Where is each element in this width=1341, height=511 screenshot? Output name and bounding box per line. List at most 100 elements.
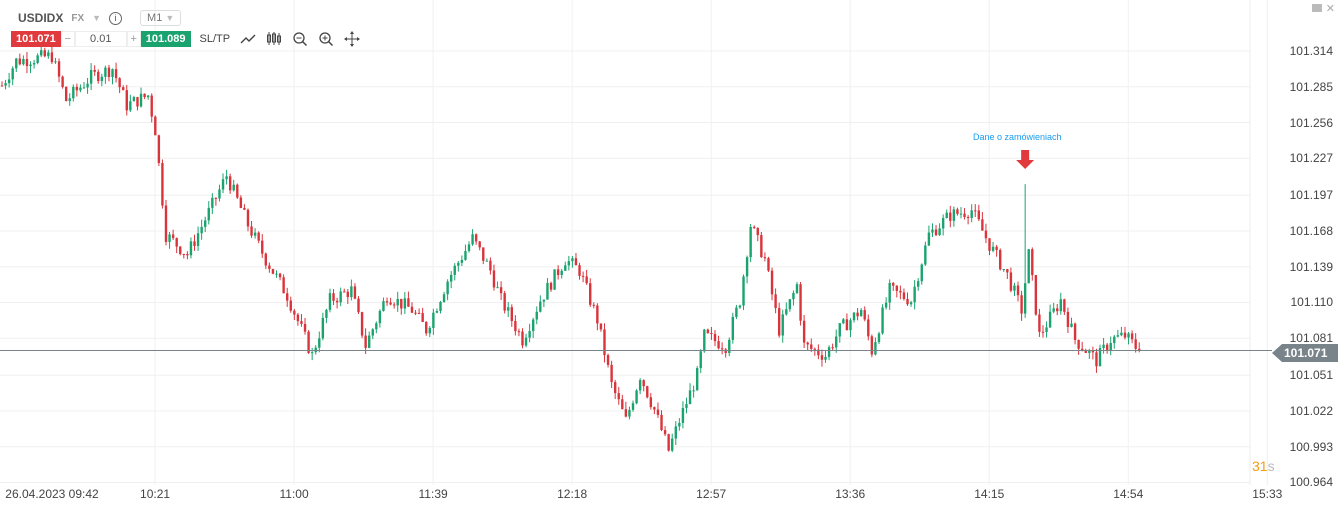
minimize-icon[interactable] <box>1311 4 1322 12</box>
candle-body <box>214 197 218 199</box>
event-annotation[interactable]: Dane o zamówieniach <box>973 132 1062 142</box>
candle-body <box>154 116 157 136</box>
candle-body <box>339 291 342 303</box>
candle-body <box>296 314 300 322</box>
candle-body <box>378 310 382 324</box>
candle-body <box>624 409 628 417</box>
candle-body <box>1116 335 1120 337</box>
increase-quantity-button[interactable]: + <box>126 31 141 47</box>
candle-body <box>243 207 246 210</box>
y-tick-label: 101.081 <box>1289 331 1333 346</box>
candle-body <box>671 438 674 451</box>
y-tick-label: 101.051 <box>1289 368 1333 383</box>
candle-body <box>36 55 39 63</box>
candle-body <box>1063 299 1066 312</box>
candle-body <box>717 341 720 349</box>
candle-body <box>68 98 71 102</box>
trade-bar: 101.071 − 0.01 + 101.089 SL/TP <box>11 31 361 47</box>
candle-body <box>856 312 859 317</box>
window-controls: ✕ <box>1311 2 1335 15</box>
candle-body <box>54 61 57 63</box>
candle-body <box>64 86 68 102</box>
candle-body <box>877 333 881 343</box>
candle-body <box>692 390 695 392</box>
candle-body <box>246 209 250 227</box>
candle-body <box>1023 283 1027 314</box>
sltp-button[interactable]: SL/TP <box>199 33 231 45</box>
candle-body <box>507 307 510 311</box>
candle-body <box>706 329 710 333</box>
buy-button[interactable]: 101.089 <box>140 31 191 47</box>
candle-body <box>777 308 781 336</box>
candle-body <box>1034 275 1038 315</box>
candle-body <box>403 298 407 309</box>
candlestick-icon[interactable] <box>266 31 282 47</box>
candle-body <box>1041 331 1045 333</box>
candle-body <box>157 135 161 163</box>
candle-body <box>703 329 706 352</box>
candle-body <box>514 321 517 332</box>
current-price-tag: 101.071 <box>1272 344 1338 362</box>
chevron-down-icon[interactable]: ▼ <box>92 13 102 23</box>
candle-body <box>842 319 845 324</box>
candle-body <box>218 189 221 199</box>
candle-body <box>1045 327 1048 333</box>
candle-body <box>343 291 346 293</box>
candle-body <box>596 305 599 324</box>
candle-body <box>460 259 464 263</box>
info-icon[interactable]: i <box>109 11 123 25</box>
candle-body <box>571 258 574 262</box>
candle-body <box>196 233 200 246</box>
candle-body <box>396 298 399 306</box>
candle-body <box>756 227 759 236</box>
candle-body <box>150 95 153 117</box>
candle-body <box>827 347 831 357</box>
candle-body <box>200 226 203 234</box>
quantity-input[interactable]: 0.01 <box>74 31 127 47</box>
candle-body <box>824 356 827 360</box>
sell-button[interactable]: 101.071 <box>11 31 61 47</box>
candle-body <box>186 254 189 256</box>
close-icon[interactable]: ✕ <box>1325 3 1335 15</box>
candle-body <box>161 162 164 206</box>
candle-body <box>11 68 14 80</box>
candle-body <box>1027 249 1030 284</box>
candle-body <box>146 95 150 98</box>
candle-body <box>656 409 660 415</box>
zoom-in-icon[interactable] <box>318 31 334 47</box>
timeframe-select[interactable]: M1 ▼ <box>140 10 182 26</box>
candle-body <box>1120 332 1123 336</box>
candle-body <box>72 86 75 99</box>
y-tick-label: 101.110 <box>1290 295 1334 310</box>
x-tick-label: 14:54 <box>1113 487 1144 501</box>
x-tick-label: 15:33 <box>1252 487 1283 501</box>
candle-body <box>638 380 642 391</box>
candle-body <box>278 273 282 278</box>
candle-body <box>293 310 296 315</box>
candle-body <box>118 78 121 88</box>
move-icon[interactable] <box>344 31 361 47</box>
candle-body <box>917 281 920 287</box>
candle-body <box>261 240 264 254</box>
candle-body <box>321 317 325 339</box>
symbol-name[interactable]: USDIDX <box>18 11 64 25</box>
candle-body <box>995 246 998 251</box>
candle-body <box>179 246 182 255</box>
candle-body <box>1095 352 1098 367</box>
candle-body <box>1123 332 1127 338</box>
candle-body <box>685 404 688 408</box>
y-tick-label: 101.314 <box>1289 44 1333 58</box>
candle-body <box>589 283 592 305</box>
candle-body <box>713 333 717 342</box>
candle-body <box>471 234 474 245</box>
x-tick-label: 14:15 <box>974 487 1005 501</box>
trend-line-icon[interactable] <box>240 31 256 47</box>
candle-body <box>528 331 531 338</box>
candle-body <box>984 230 988 239</box>
candle-body <box>0 85 4 87</box>
zoom-out-icon[interactable] <box>292 31 308 47</box>
decrease-quantity-button[interactable]: − <box>60 31 75 47</box>
candle-body <box>15 58 18 69</box>
candle-body <box>1073 323 1077 340</box>
